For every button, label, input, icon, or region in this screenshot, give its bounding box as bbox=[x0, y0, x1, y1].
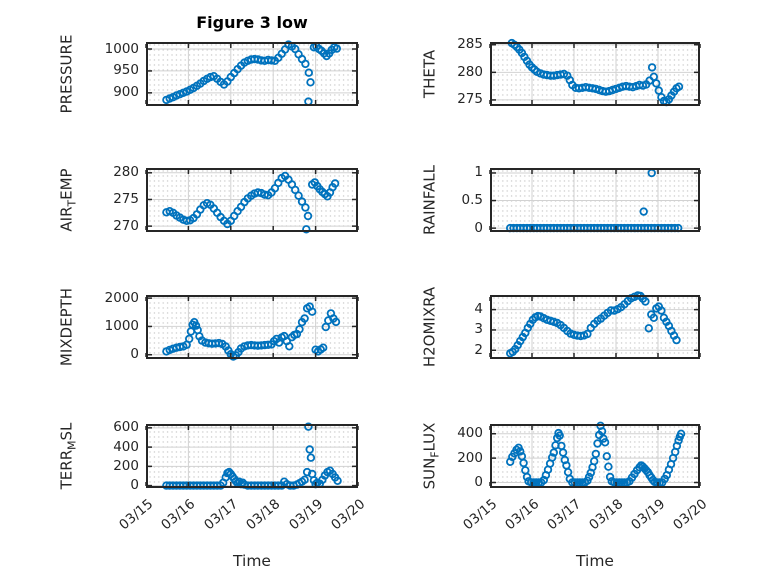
y-tick-label: 285 bbox=[457, 36, 483, 53]
y-tick-label: 900 bbox=[113, 84, 139, 101]
subplot-rainfall: RAINFALL 0 0.5 1 bbox=[421, 164, 701, 236]
y-tick-label: 2000 bbox=[104, 289, 139, 306]
plot-area-sun-flux bbox=[489, 421, 701, 488]
ylabel-text: PRESSURE bbox=[57, 34, 76, 114]
y-tick-label: 3 bbox=[474, 321, 483, 338]
tick-marks bbox=[489, 44, 701, 104]
y-tick-label: 280 bbox=[113, 164, 139, 181]
y-tick-label: 0 bbox=[474, 219, 483, 236]
plot-area-theta bbox=[489, 38, 701, 107]
subplot-terr-m-sl: TERRMSL 0 200 400 600 03/15 03/16 03/17 03/18 0… bbox=[58, 419, 369, 570]
ylabel-text: MIXDEPTH bbox=[57, 287, 76, 367]
tick-marks bbox=[489, 297, 701, 357]
subplot-theta: THETA 275 280 285 bbox=[421, 36, 701, 107]
ylabel-subscript: T bbox=[65, 199, 79, 207]
axes-frame bbox=[146, 42, 358, 106]
axes-frame bbox=[490, 424, 700, 488]
plot-area-air-temp bbox=[145, 168, 359, 234]
tick-marks bbox=[145, 426, 359, 487]
subplot-pressure: PRESSURE 900 950 1000 bbox=[58, 35, 359, 113]
data-point-markers bbox=[162, 302, 341, 361]
y-tick-label: 0 bbox=[130, 346, 139, 363]
plot-area-mixdepth bbox=[145, 295, 359, 361]
subplot-air-temp: AIRTEMP 270 275 280 bbox=[58, 164, 359, 234]
y-tick-label: 270 bbox=[113, 217, 139, 234]
y-tick-label: 0.5 bbox=[461, 192, 483, 209]
axes-frame bbox=[490, 295, 700, 359]
subplot-sun-flux: SUNFLUX 0 200 400 03/15 03/16 03/17 03/18 03/1… bbox=[421, 421, 710, 570]
plot-area-terr-m-sl bbox=[145, 422, 359, 490]
y-tick-label: 1 bbox=[474, 164, 483, 181]
axes-frame bbox=[146, 168, 358, 232]
y-tick-label: 950 bbox=[113, 62, 139, 79]
axes-frame bbox=[490, 42, 700, 106]
y-tick-label: 0 bbox=[130, 477, 139, 494]
x-axis-label: Time bbox=[233, 552, 271, 570]
tick-marks bbox=[489, 426, 701, 486]
y-tick-label: 1000 bbox=[104, 40, 139, 57]
y-tick-label: 200 bbox=[113, 457, 139, 474]
y-tick-label: 400 bbox=[457, 425, 483, 442]
data-point-markers bbox=[506, 421, 686, 487]
tick-marks bbox=[145, 170, 359, 230]
x-axis-label: Time bbox=[576, 552, 614, 570]
plot-area-rainfall bbox=[489, 168, 701, 233]
tick-marks bbox=[145, 44, 359, 104]
axes-frame bbox=[146, 295, 358, 359]
data-point-markers bbox=[162, 40, 341, 106]
ylabel-subscript: M bbox=[65, 440, 79, 450]
minor-grid bbox=[492, 170, 698, 230]
y-tick-label: 2 bbox=[474, 341, 483, 358]
y-tick-label: 200 bbox=[457, 449, 483, 466]
y-tick-label: 1000 bbox=[104, 317, 139, 334]
tick-marks bbox=[489, 170, 701, 230]
plot-area-h2omixra bbox=[489, 291, 701, 359]
ylabel-text: SL bbox=[57, 422, 76, 441]
ylabel-text: EMP bbox=[57, 168, 76, 200]
ylabel-text: TERR bbox=[57, 449, 76, 490]
plot-area-pressure bbox=[145, 40, 359, 106]
data-point-markers bbox=[506, 291, 681, 358]
axes-frame bbox=[146, 424, 358, 488]
y-tick-label: 600 bbox=[113, 419, 139, 436]
axes-frame bbox=[490, 168, 700, 232]
data-point-markers bbox=[162, 171, 340, 234]
y-tick-label: 400 bbox=[113, 438, 139, 455]
y-tick-label: 275 bbox=[113, 190, 139, 207]
y-tick-label: 275 bbox=[457, 91, 483, 108]
y-tick-label: 4 bbox=[474, 301, 483, 318]
subplot-mixdepth: MIXDEPTH 0 1000 2000 bbox=[58, 288, 359, 366]
tick-marks bbox=[145, 297, 359, 357]
y-tick-label: 0 bbox=[474, 474, 483, 490]
y-tick-label: 280 bbox=[457, 63, 483, 80]
ylabel-text: AIR bbox=[57, 206, 76, 232]
figure-title: Figure 3 low bbox=[196, 13, 308, 32]
major-grid bbox=[148, 297, 356, 357]
